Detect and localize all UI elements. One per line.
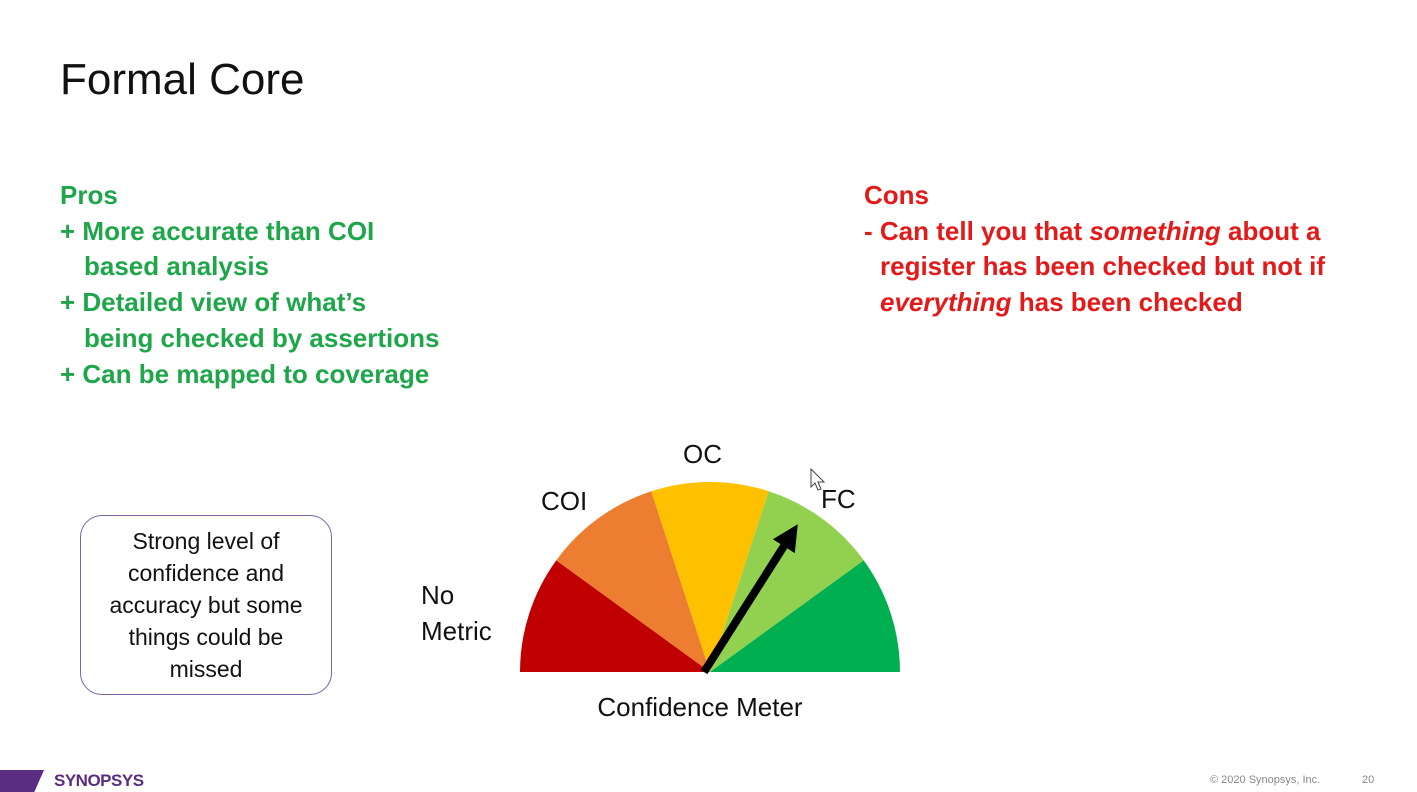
gauge-label-coi: COI [541,486,587,516]
gauge-segment [520,560,710,672]
logo-mark-icon [0,770,44,792]
gauge-segment [651,482,769,672]
gauge-label-no-metric: No [421,580,454,610]
mouse-cursor-icon [810,468,826,491]
gauge-segment [710,491,864,672]
cons-item: - Can tell you that something about a re… [864,214,1334,321]
pros-item: + More accurate than COI based analysis [60,215,375,282]
cons-heading: Cons [864,180,929,210]
pros-heading: Pros [60,180,118,210]
gauge-label-oc: OC [683,439,722,469]
footer-copyright: © 2020 Synopsys, Inc. [1210,774,1321,786]
pros-list: Pros + More accurate than COI based anal… [60,178,440,392]
cons-text: about a register has been checked but no… [880,215,1325,282]
gauge-needle [700,544,788,675]
slide-title: Formal Core [60,55,305,104]
gauge-segment [710,560,900,672]
pros-item: + Can be mapped to coverage [60,358,430,389]
callout-text: Strong level of confidence and accuracy … [109,528,303,682]
pros-item: + Detailed view of what’s being checked … [60,287,440,353]
cons-text: has been checked [1011,287,1243,318]
gauge-segment [556,491,710,672]
gauge-label-no-metric: Metric [421,616,492,646]
cons-emphasis: everything [880,287,1012,318]
gauge-label-fc: FC [821,484,856,514]
cons-emphasis: something [1089,215,1221,246]
synopsys-logo: SYNOPSYS [0,770,144,792]
callout-box: Strong level of confidence and accuracy … [80,515,332,695]
cons-list: Cons - Can tell you that something about… [864,178,1334,321]
gauge-segments [520,482,900,672]
page-number: 20 [1362,774,1375,786]
gauge-needle-head [772,524,798,554]
logo-text: SYNOPSYS [54,771,144,790]
cons-text: - Can tell you that [864,215,1090,246]
gauge-caption: Confidence Meter [597,692,803,722]
